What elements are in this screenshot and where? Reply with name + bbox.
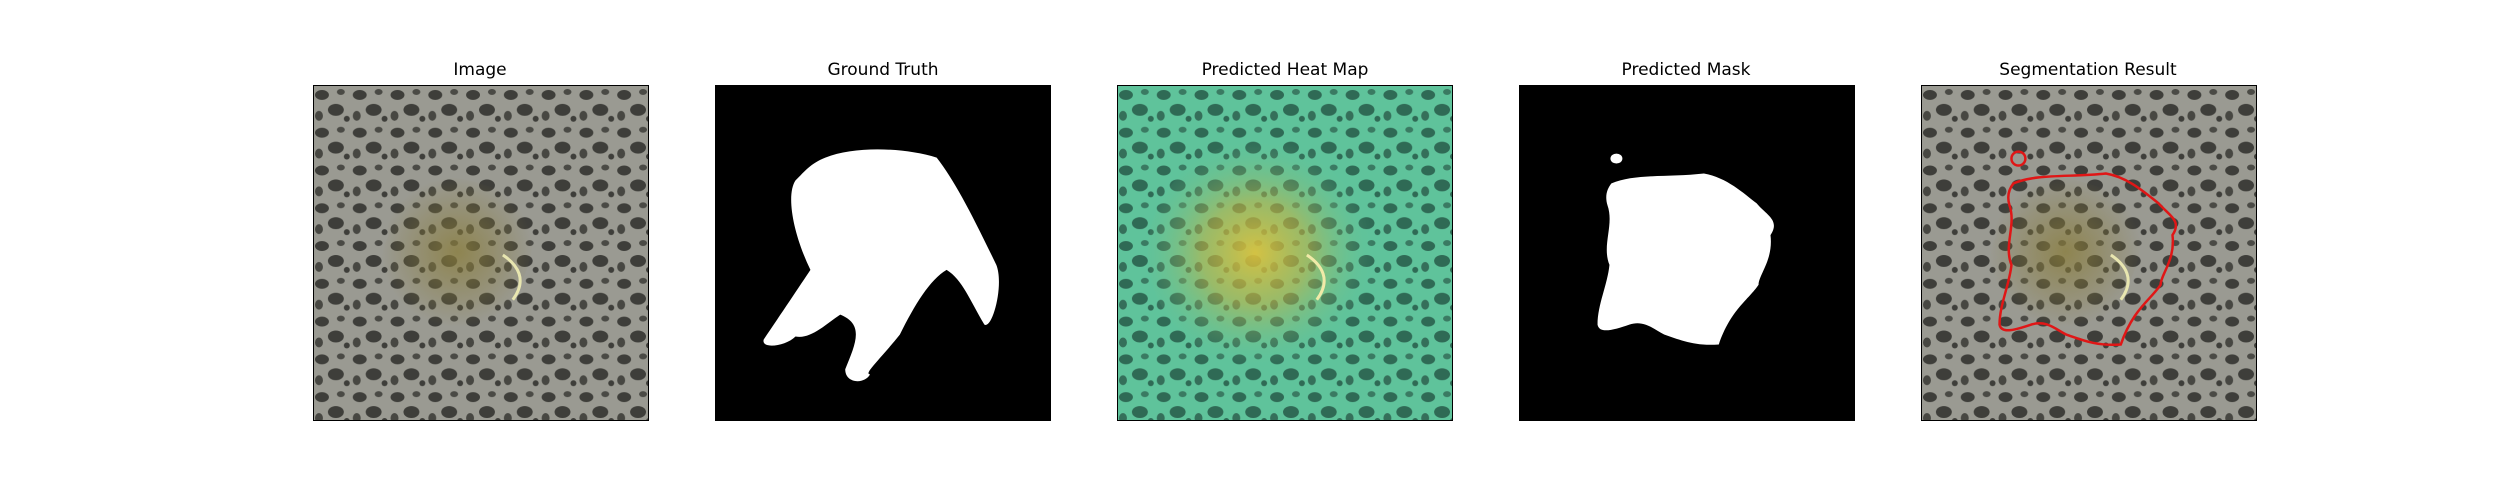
image-panel [313, 85, 649, 421]
panel-title-predicted-mask: Predicted Mask [1621, 60, 1751, 80]
heat-map-panel [1117, 85, 1453, 421]
panel-title-image: Image [453, 60, 507, 80]
contour-main [1998, 172, 2178, 347]
panel-title-heat-map: Predicted Heat Map [1201, 60, 1369, 80]
ground-truth-mask [716, 86, 1050, 420]
panel-title-ground-truth: Ground Truth [827, 60, 939, 80]
segmentation-overlay [1922, 86, 2256, 420]
heat-map-overlay [1118, 86, 1452, 420]
contour-small [2010, 150, 2027, 167]
ground-truth-panel [715, 85, 1051, 421]
panel-title-segmentation-result: Segmentation Result [1999, 60, 2177, 80]
segmentation-result-panel [1921, 85, 2257, 421]
predicted-mask-panel [1519, 85, 1855, 421]
original-image [314, 86, 648, 420]
predicted-mask [1520, 86, 1854, 420]
